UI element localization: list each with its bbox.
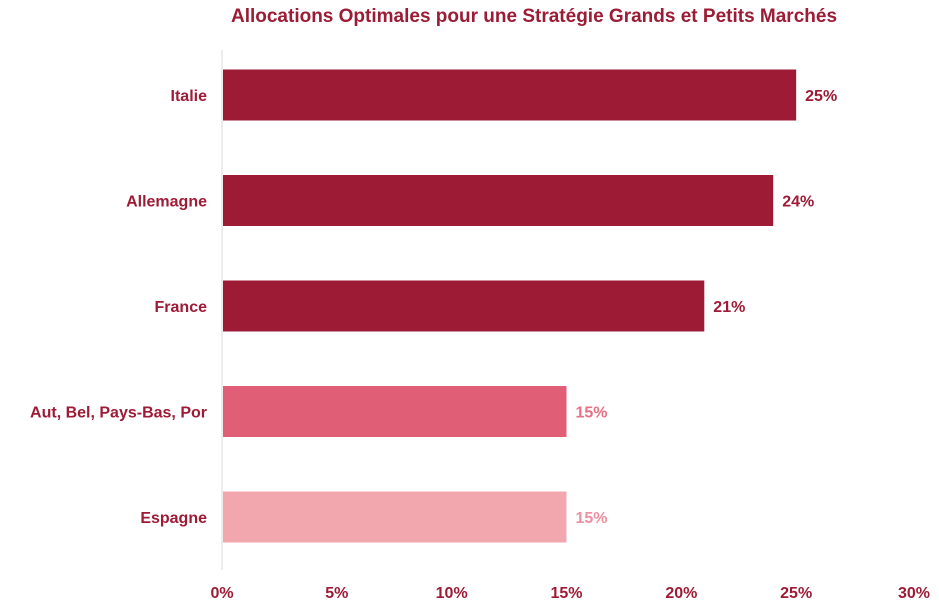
x-tick-label: 25% bbox=[780, 585, 812, 602]
value-labels: 25% 24% 21% 15% 15% bbox=[576, 88, 838, 527]
bar-5 bbox=[223, 491, 567, 543]
bar-3 bbox=[223, 280, 705, 332]
x-tick-label: 30% bbox=[898, 585, 930, 602]
bars-group bbox=[223, 69, 797, 543]
value-label: 25% bbox=[805, 88, 837, 105]
value-label: 21% bbox=[713, 299, 745, 316]
category-labels: Italie Allemagne France Aut, Bel, Pays-Bas,… bbox=[30, 88, 207, 527]
x-tick-label: 5% bbox=[325, 585, 348, 602]
x-tick-label: 20% bbox=[665, 585, 697, 602]
x-tick-label: 15% bbox=[550, 585, 582, 602]
value-label: 15% bbox=[576, 510, 608, 527]
value-label: 24% bbox=[782, 194, 814, 211]
category-label: Aut, Bel, Pays-Bas, Por bbox=[30, 405, 207, 422]
bar-1 bbox=[223, 69, 797, 121]
category-label: Italie bbox=[171, 88, 208, 105]
category-label: Allemagne bbox=[126, 194, 207, 211]
category-label: Espagne bbox=[140, 510, 207, 527]
chart-title: Allocations Optimales pour une Stratégie… bbox=[230, 6, 838, 27]
bar-4 bbox=[223, 386, 567, 437]
bar-2 bbox=[223, 175, 774, 226]
category-label: France bbox=[155, 299, 208, 316]
x-tick-label: 10% bbox=[436, 585, 468, 602]
x-axis-tick-labels: 0% 5% 10% 15% 20% 25% 30% bbox=[210, 585, 930, 602]
value-label: 15% bbox=[576, 405, 608, 422]
x-tick-label: 0% bbox=[210, 585, 233, 602]
